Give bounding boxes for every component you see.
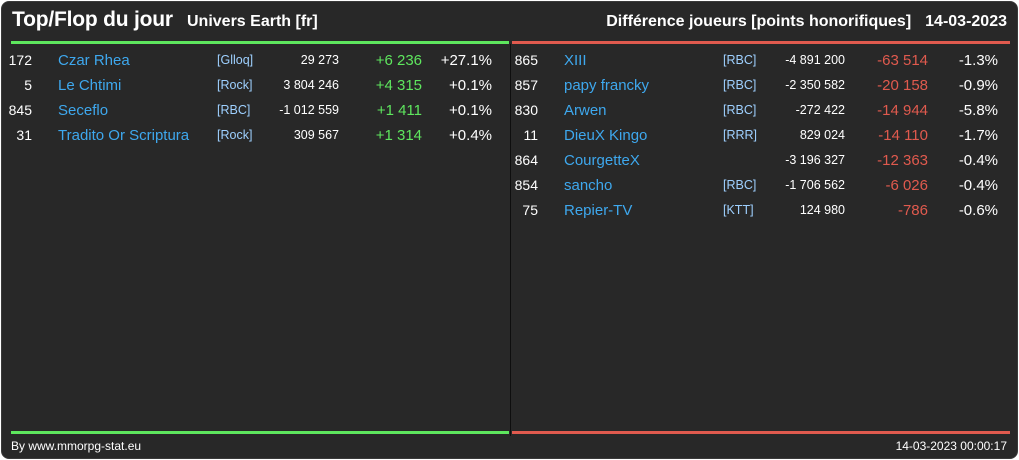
page-title: Top/Flop du jour xyxy=(12,8,173,31)
player-points: 3 804 246 xyxy=(283,78,339,92)
player-name-link[interactable]: papy francky xyxy=(564,77,650,94)
player-points: 829 024 xyxy=(799,128,845,142)
column-divider xyxy=(510,44,511,436)
alliance-tag[interactable]: [RBC] xyxy=(723,53,757,67)
alliance-tag[interactable]: [RRR] xyxy=(723,128,758,142)
points-difference: -14 944 xyxy=(877,102,928,119)
points-difference: +1 411 xyxy=(376,102,422,119)
alliance-tag[interactable]: [RBC] xyxy=(217,103,251,117)
player-rank: 172 xyxy=(8,52,32,68)
header-info: Différence joueurs [points honorifiques]… xyxy=(606,13,1007,31)
alliance-tag[interactable]: [Rock] xyxy=(217,78,253,92)
player-name-link[interactable]: XIII xyxy=(564,52,587,69)
player-rank: 865 xyxy=(514,52,538,68)
alliance-tag[interactable]: [RBC] xyxy=(723,103,757,117)
percent-change: -0.6% xyxy=(958,202,998,219)
player-rank: 11 xyxy=(523,127,538,143)
player-name-link[interactable]: Le Chtimi xyxy=(58,77,122,94)
points-difference: -6 026 xyxy=(885,177,928,194)
player-points: 309 567 xyxy=(293,128,339,142)
percent-change: -5.8% xyxy=(958,102,998,119)
top-row: 172 Czar Rhea [Glloq] 29 273 +6 236 +27.1% xyxy=(2,48,497,73)
percent-change: -0.4% xyxy=(958,152,998,169)
flop-row: 830 Arwen [RBC] -272 422 -14 944 -5.8% xyxy=(508,98,1003,123)
flop-row: 857 papy francky [RBC] -2 350 582 -20 158 -0.… xyxy=(508,73,1003,98)
points-difference: -20 158 xyxy=(877,77,928,94)
alliance-tag[interactable]: [KTT] xyxy=(723,203,754,217)
alliance-tag[interactable]: [Glloq] xyxy=(217,53,254,67)
alliance-tag[interactable]: [Rock] xyxy=(217,128,253,142)
flop-row: 854 sancho [RBC] -1 706 562 -6 026 -0.4% xyxy=(508,173,1003,198)
flop-row: 75 Repier-TV [KTT] 124 980 -786 -0.6% xyxy=(508,198,1003,223)
points-difference: -786 xyxy=(897,202,928,219)
top-accent-bar-lower xyxy=(11,431,509,434)
player-rank: 830 xyxy=(514,102,538,118)
percent-change: -0.9% xyxy=(958,77,998,94)
percent-change: +27.1% xyxy=(440,52,492,69)
player-points: -1 012 559 xyxy=(279,103,339,117)
player-points: -4 891 200 xyxy=(785,53,845,67)
header-date: 14-03-2023 xyxy=(925,13,1007,30)
player-name-link[interactable]: Arwen xyxy=(564,102,607,119)
universe-label: Univers Earth [fr] xyxy=(187,13,318,30)
top-row: 5 Le Chtimi [Rock] 3 804 246 +4 315 +0.1% xyxy=(2,73,497,98)
percent-change: +0.1% xyxy=(449,102,492,119)
top-accent-bar-upper xyxy=(11,41,509,44)
player-rank: 5 xyxy=(24,77,32,93)
top-row: 845 Seceflo [RBC] -1 012 559 +1 411 +0.1% xyxy=(2,98,497,123)
flop-row: 11 DieuX Kingo [RRR] 829 024 -14 110 -1.7% xyxy=(508,123,1003,148)
flop-accent-bar-upper xyxy=(512,41,1010,44)
player-rank: 857 xyxy=(514,77,538,93)
player-name-link[interactable]: Tradito Or Scriptura xyxy=(58,127,190,144)
points-difference: +1 314 xyxy=(375,127,422,144)
player-points: -2 350 582 xyxy=(785,78,845,92)
points-difference: -12 363 xyxy=(877,152,928,169)
player-points: 29 273 xyxy=(300,53,339,67)
percent-change: +0.4% xyxy=(449,127,492,144)
footer-credit[interactable]: By www.mmorpg-stat.eu xyxy=(11,439,142,453)
player-rank: 31 xyxy=(16,127,32,143)
player-rank: 845 xyxy=(8,102,32,118)
alliance-tag[interactable]: [RBC] xyxy=(723,178,757,192)
percent-change: -1.7% xyxy=(958,127,998,144)
percent-change: -0.4% xyxy=(958,177,998,194)
player-rank: 75 xyxy=(522,202,538,218)
player-points: -3 196 327 xyxy=(785,153,845,167)
player-points: -1 706 562 xyxy=(785,178,845,192)
player-name-link[interactable]: Czar Rhea xyxy=(58,52,130,69)
footer-timestamp: 14-03-2023 00:00:17 xyxy=(895,439,1007,453)
player-name-link[interactable]: Repier-TV xyxy=(564,202,633,219)
top-row: 31 Tradito Or Scriptura [Rock] 309 567 +1 31… xyxy=(2,123,497,148)
points-difference: +6 236 xyxy=(375,52,422,69)
player-points: 124 980 xyxy=(799,203,845,217)
player-rank: 864 xyxy=(514,152,538,168)
player-points: -272 422 xyxy=(795,103,845,117)
player-name-link[interactable]: DieuX Kingo xyxy=(564,127,648,144)
flop-row: 865 XIII [RBC] -4 891 200 -63 514 -1.3% xyxy=(508,48,1003,73)
player-name-link[interactable]: sancho xyxy=(564,177,613,194)
points-difference: -14 110 xyxy=(878,127,928,144)
alliance-tag[interactable]: [RBC] xyxy=(723,78,757,92)
player-name-link[interactable]: Seceflo xyxy=(58,102,109,119)
flop-accent-bar-lower xyxy=(512,431,1010,434)
percent-change: -1.3% xyxy=(958,52,998,69)
percent-change: +0.1% xyxy=(449,77,492,94)
player-rank: 854 xyxy=(514,177,538,193)
metric-label: Différence joueurs [points honorifiques] xyxy=(606,13,912,30)
points-difference: -63 514 xyxy=(877,52,928,69)
flop-row: 864 CourgetteX -3 196 327 -12 363 -0.4% xyxy=(508,148,1003,173)
points-difference: +4 315 xyxy=(375,77,422,94)
player-name-link[interactable]: CourgetteX xyxy=(564,152,640,169)
